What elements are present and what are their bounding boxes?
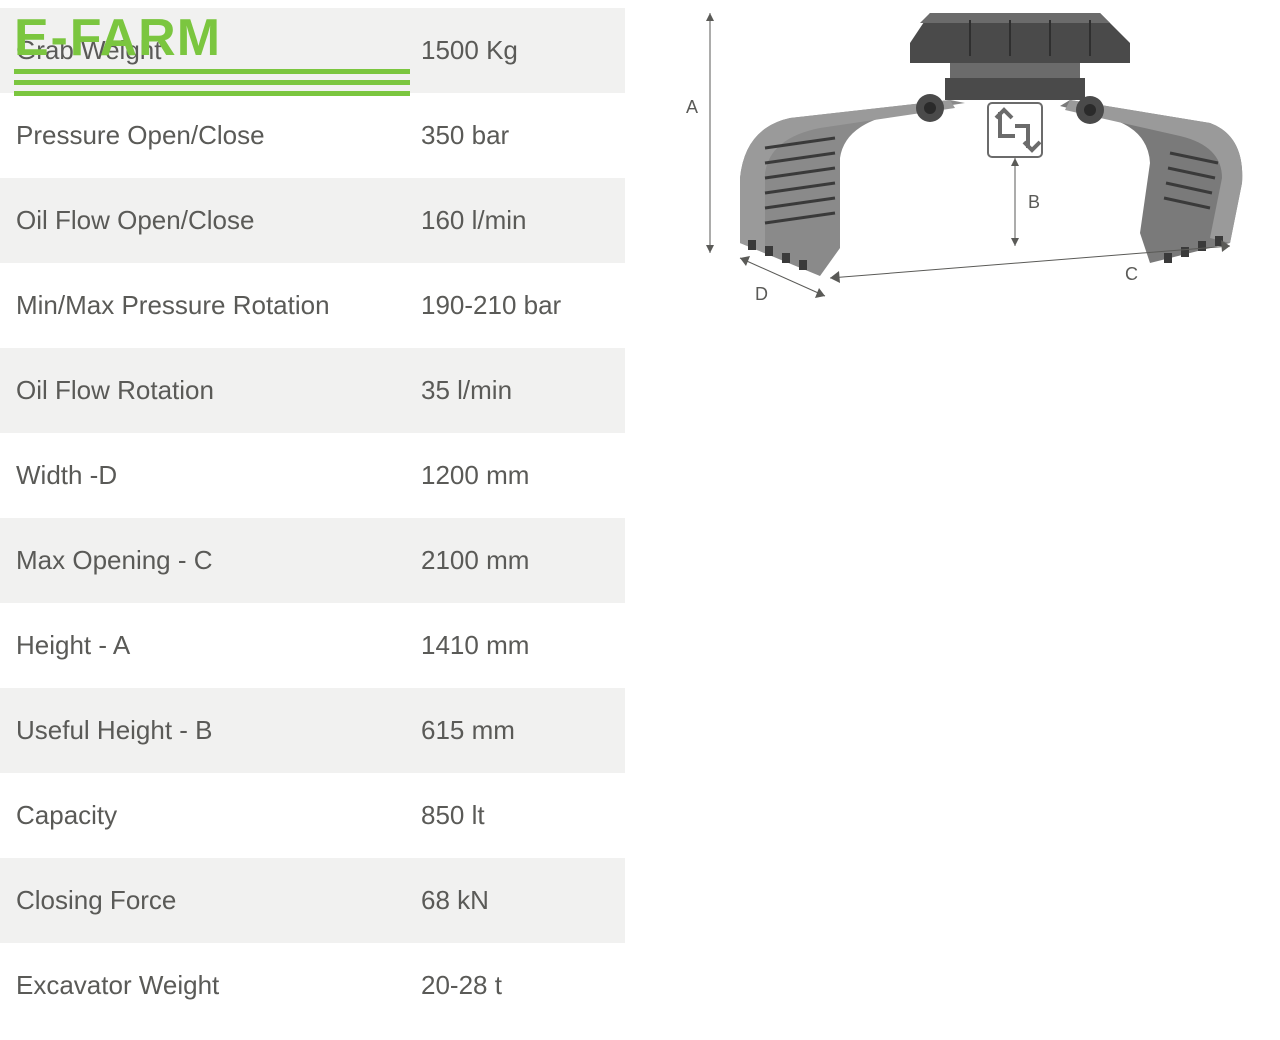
grapple-illustration	[740, 13, 1242, 276]
dim-label-b: B	[1028, 192, 1040, 212]
spec-value: 1410 mm	[421, 630, 529, 661]
spec-value: 1200 mm	[421, 460, 529, 491]
spec-row: Oil Flow Rotation 35 l/min	[0, 348, 625, 433]
spec-value: 2100 mm	[421, 545, 529, 576]
spec-value: 35 l/min	[421, 375, 512, 406]
logo-underlines	[14, 69, 410, 96]
spec-value: 615 mm	[421, 715, 515, 746]
grapple-diagram: A	[670, 8, 1250, 318]
spec-row: Excavator Weight 20-28 t	[0, 943, 625, 1028]
spec-value: 850 lt	[421, 800, 485, 831]
logo-text: E-FARM	[14, 14, 410, 63]
spec-label: Excavator Weight	[16, 970, 421, 1001]
spec-label: Max Opening - C	[16, 545, 421, 576]
spec-value: 190-210 bar	[421, 290, 561, 321]
spec-value: 1500 Kg	[421, 35, 518, 66]
logo-dash: -	[50, 14, 70, 63]
spec-row: Closing Force 68 kN	[0, 858, 625, 943]
spec-label: Height - A	[16, 630, 421, 661]
spec-row: Capacity 850 lt	[0, 773, 625, 858]
spec-label: Useful Height - B	[16, 715, 421, 746]
spec-label: Closing Force	[16, 885, 421, 916]
dim-label-d: D	[755, 284, 768, 304]
spec-row: Max Opening - C 2100 mm	[0, 518, 625, 603]
spec-value: 350 bar	[421, 120, 509, 151]
spec-row: Width -D 1200 mm	[0, 433, 625, 518]
watermark-logo: E-FARM	[14, 14, 410, 102]
spec-label: Min/Max Pressure Rotation	[16, 290, 421, 321]
spec-row: Oil Flow Open/Close 160 l/min	[0, 178, 625, 263]
spec-value: 160 l/min	[421, 205, 527, 236]
logo-word-farm: FARM	[70, 9, 221, 67]
spec-value: 68 kN	[421, 885, 489, 916]
spec-label: Oil Flow Open/Close	[16, 205, 421, 236]
dimension-a: A	[686, 13, 714, 253]
dim-label-a: A	[686, 97, 698, 117]
spec-label: Oil Flow Rotation	[16, 375, 421, 406]
page-container: Grab Weight 1500 Kg Pressure Open/Close …	[0, 0, 1280, 1040]
spec-row: Height - A 1410 mm	[0, 603, 625, 688]
diagram-area: A	[625, 0, 1280, 1040]
spec-label: Pressure Open/Close	[16, 120, 421, 151]
spec-label: Capacity	[16, 800, 421, 831]
spec-row: Min/Max Pressure Rotation 190-210 bar	[0, 263, 625, 348]
dim-label-c: C	[1125, 264, 1138, 284]
spec-label: Width -D	[16, 460, 421, 491]
spec-row: Useful Height - B 615 mm	[0, 688, 625, 773]
logo-letter-e: E	[14, 9, 50, 67]
spec-row: Pressure Open/Close 350 bar	[0, 93, 625, 178]
spec-value: 20-28 t	[421, 970, 502, 1001]
spec-table: Grab Weight 1500 Kg Pressure Open/Close …	[0, 0, 625, 1040]
dimension-b: B	[1011, 158, 1040, 246]
